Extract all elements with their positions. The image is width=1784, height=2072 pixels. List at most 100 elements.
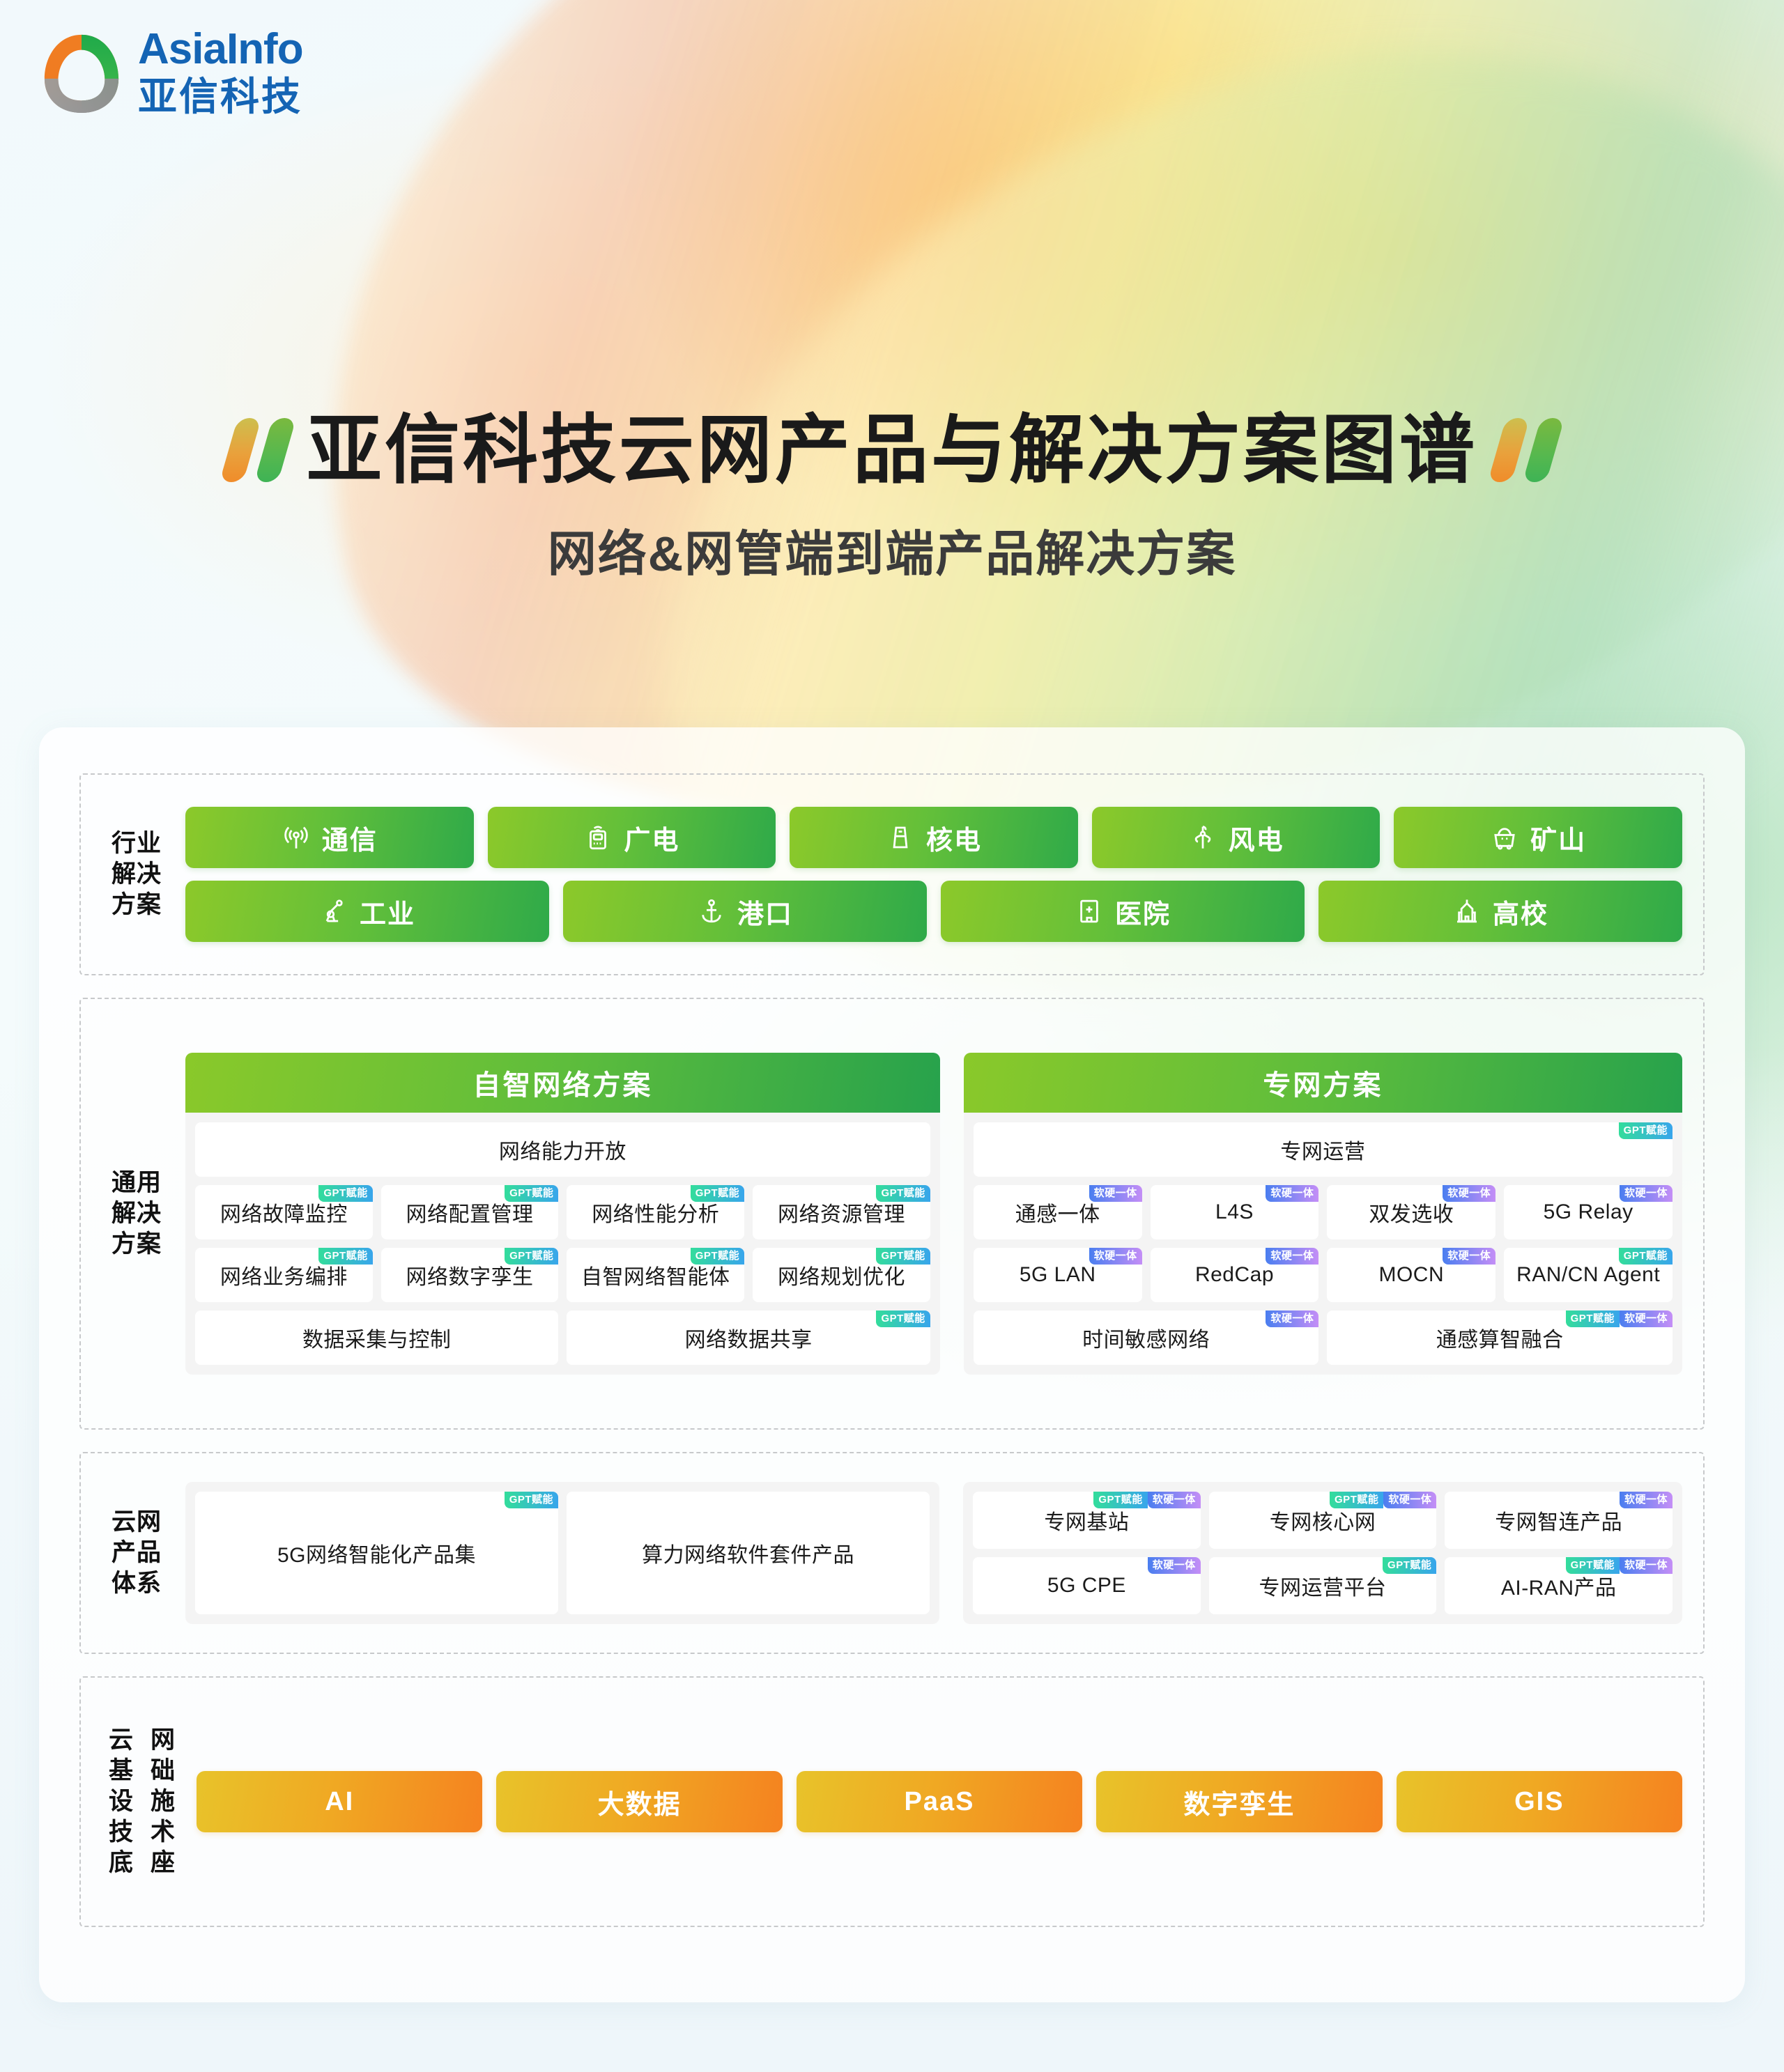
product-tile[interactable]: GPT赋能 软硬一体专网基站 [973, 1492, 1201, 1549]
industry-chip[interactable]: 核电 [790, 807, 1078, 868]
section-label-base-char: 基 [108, 1756, 134, 1784]
solution-tile[interactable]: GPT赋能 网络规划优化 [753, 1248, 930, 1302]
solution-tile[interactable]: 软硬一体 L4S [1150, 1185, 1319, 1239]
broadcast-device-icon [583, 823, 613, 852]
product-tile[interactable]: GPT赋能 5G网络智能化产品集 [195, 1492, 559, 1614]
product-tile[interactable]: 软硬一体 专网智连产品 [1445, 1492, 1673, 1549]
slash-orange-icon [1487, 418, 1530, 483]
badge-gpt: GPT赋能 [505, 1185, 559, 1202]
tile-badges: 软硬一体 [1443, 1248, 1496, 1265]
section-label-base-char: 座 [150, 1849, 176, 1877]
solution-tile[interactable]: GPT赋能 软硬一体 通感算智融合 [1327, 1311, 1672, 1365]
slash-green-icon [254, 418, 297, 483]
tile-badges: GPT赋能 [876, 1248, 930, 1265]
badge-gpt: GPT赋能 [504, 1492, 559, 1508]
solution-tile[interactable]: GPT赋能 网络配置管理 [380, 1185, 559, 1239]
product-tile[interactable]: GPT赋能 软硬一体 专网核心网 [1208, 1492, 1437, 1549]
general-column: 专网方案 GPT赋能 专网运营 软硬一体 通感一体 软硬一体 L4S 软硬一体 双发选收 软硬一体… [963, 1053, 1682, 1375]
badge-hardware-software: 软硬一体 [1266, 1248, 1319, 1265]
industry-chip-label: 高校 [1492, 899, 1548, 929]
solution-tile-label: 网络故障监控 [220, 1203, 348, 1226]
base-tech-label: AI [325, 1786, 355, 1816]
solution-tile[interactable]: 软硬一体 双发选收 [1327, 1185, 1496, 1239]
solution-tile[interactable]: 软硬一体 5G LAN [973, 1248, 1142, 1302]
solution-tile-row: 数据采集与控制 GPT赋能 网络数据共享 [195, 1311, 930, 1365]
base-tech-chip[interactable]: GIS [1396, 1771, 1683, 1832]
product-tile[interactable]: 算力网络软件套件产品 [567, 1492, 930, 1614]
tile-badges: GPT赋能 [876, 1311, 930, 1327]
product-tile-label: 算力网络软件套件产品 [642, 1544, 855, 1567]
product-tile[interactable]: GPT赋能 软硬一体 AI-RAN产品 [1445, 1557, 1673, 1614]
base-tech-chip[interactable]: 大数据 [496, 1771, 783, 1832]
base-tech-chip[interactable]: PaaS [796, 1771, 1083, 1832]
solution-tile[interactable]: 软硬一体 5G Relay [1504, 1185, 1673, 1239]
badge-gpt: GPT赋能 [1618, 1248, 1673, 1265]
product-tile-label: 专网运营平台 [1259, 1577, 1387, 1600]
solution-tile[interactable]: 软硬一体 MOCN [1327, 1248, 1496, 1302]
solution-tile[interactable]: 数据采集与控制 [195, 1311, 559, 1365]
industry-row-1: 通信 广电 核电 风电 矿山 [185, 807, 1682, 868]
badge-hardware-software: 软硬一体 [1147, 1492, 1201, 1508]
section-industry-solutions: 行业解决方案 通信 广电 核电 风电 矿山 工业 港口 医院 高校 [79, 773, 1705, 975]
industry-chip[interactable]: 工业 [185, 881, 549, 942]
product-tile-label: 专网智连产品 [1495, 1511, 1623, 1534]
solution-tile[interactable]: GPT赋能 自智网络智能体 [567, 1248, 745, 1302]
badge-gpt: GPT赋能 [876, 1248, 930, 1265]
tile-badges: 软硬一体 [1089, 1248, 1142, 1265]
solution-tile-row: GPT赋能 网络业务编排 GPT赋能 网络数字孪生 GPT赋能 自智网络智能体 GPT赋能网… [195, 1248, 930, 1302]
base-tech-chip[interactable]: 数字孪生 [1096, 1771, 1383, 1832]
badge-gpt: GPT赋能 [690, 1185, 745, 1202]
tile-badges: 软硬一体 [1443, 1185, 1496, 1202]
solution-tile[interactable]: GPT赋能 网络业务编排 [195, 1248, 373, 1302]
solution-tile-label: 网络数字孪生 [406, 1266, 534, 1289]
section-label-base-char: 础 [150, 1756, 176, 1784]
tile-badges: GPT赋能 软硬一体 [1093, 1492, 1201, 1508]
solution-tile[interactable]: GPT赋能 专网运营 [973, 1122, 1672, 1177]
industry-chip[interactable]: 矿山 [1394, 807, 1682, 868]
mine-cart-icon [1490, 823, 1519, 852]
solution-tile[interactable]: GPT赋能 网络故障监控 [195, 1185, 373, 1239]
solution-tile[interactable]: GPT赋能 RAN/CN Agent [1504, 1248, 1673, 1302]
badge-gpt: GPT赋能 [876, 1185, 930, 1202]
solution-tile[interactable]: 软硬一体 时间敏感网络 [973, 1311, 1319, 1365]
industry-chip[interactable]: 风电 [1091, 807, 1381, 868]
industry-chip[interactable]: 高校 [1318, 881, 1682, 942]
solution-tile[interactable]: 软硬一体 通感一体 [973, 1185, 1142, 1239]
base-tech-label: 数字孪生 [1183, 1790, 1295, 1820]
badge-gpt: GPT赋能 [1383, 1557, 1437, 1574]
brand-logo: AsiaInfo 亚信科技 [40, 28, 304, 118]
general-column-header: 专网方案 [963, 1053, 1682, 1113]
product-tile[interactable]: GPT赋能专网运营平台 [1208, 1557, 1437, 1614]
industry-chip-grid: 通信 广电 核电 风电 矿山 工业 港口 医院 高校 [185, 807, 1682, 942]
industry-chip[interactable]: 港口 [563, 881, 927, 942]
badge-gpt: GPT赋能 [505, 1248, 559, 1265]
section-label-base-char: 术 [150, 1818, 176, 1846]
solution-tile[interactable]: GPT赋能 网络资源管理 [753, 1185, 930, 1239]
product-tile-label: 5G网络智能化产品集 [277, 1544, 477, 1567]
solution-tile-label: 网络业务编排 [220, 1266, 348, 1289]
product-tile-label: 专网核心网 [1269, 1511, 1376, 1534]
solution-tile[interactable]: GPT赋能 网络数字孪生 [380, 1248, 559, 1302]
tile-badges: GPT赋能 [318, 1248, 373, 1265]
solution-tile[interactable]: 网络能力开放 [195, 1122, 930, 1177]
tile-badges: GPT赋能 [318, 1185, 373, 1202]
asiainfo-ring-logo-icon [40, 31, 123, 116]
industry-chip-label: 医院 [1114, 899, 1171, 929]
product-tile[interactable]: 软硬一体 5G CPE [973, 1557, 1201, 1614]
product-tile-label: 专网基站 [1044, 1511, 1130, 1534]
section-label-base-char: 底 [108, 1849, 134, 1877]
solution-tile-row: GPT赋能 网络故障监控 GPT赋能 网络配置管理 GPT赋能 网络性能分析 GPT赋能 网络… [195, 1185, 930, 1239]
industry-chip-label: 港口 [737, 899, 793, 929]
base-tech-chip[interactable]: AI [197, 1771, 483, 1832]
industry-chip[interactable]: 广电 [487, 807, 776, 868]
solution-tile[interactable]: GPT赋能 网络性能分析 [567, 1185, 745, 1239]
solution-tile-row: GPT赋能 专网运营 [973, 1122, 1672, 1177]
badge-hardware-software: 软硬一体 [1266, 1185, 1319, 1202]
solution-tile[interactable]: GPT赋能 网络数据共享 [567, 1311, 930, 1365]
solution-tile-row: 软硬一体 时间敏感网络 GPT赋能 软硬一体 通感算智融合 [973, 1311, 1672, 1365]
base-tech-label: GIS [1514, 1786, 1564, 1816]
industry-chip[interactable]: 医院 [941, 881, 1305, 942]
signal-tower-icon [282, 823, 311, 852]
industry-chip[interactable]: 通信 [185, 807, 474, 868]
solution-tile[interactable]: 软硬一体 RedCap [1150, 1248, 1319, 1302]
